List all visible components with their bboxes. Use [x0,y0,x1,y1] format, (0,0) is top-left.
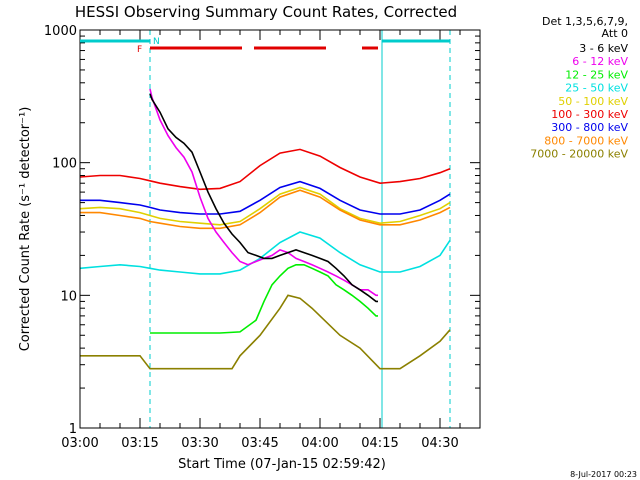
plot-area [79,30,451,428]
series-line-8 [80,294,451,370]
y-axis-label: Corrected Count Rate (s⁻¹ detector⁻¹) [18,107,33,352]
legend-entry: 50 - 100 keV [558,95,628,108]
x-tick-label: 04:30 [421,436,458,451]
x-tick-label: 04:15 [361,436,398,451]
legend-entry: 800 - 7000 keV [544,134,628,147]
series-line-1 [149,88,378,297]
night-label: N [153,37,160,47]
legend-header: Det 1,3,5,6,7,9, [542,15,628,28]
y-axis: 1 10 100 1000 [44,24,480,437]
x-tick-label: 03:15 [121,436,158,451]
x-tick-label: 03:30 [181,436,218,451]
series-line-3 [79,231,451,275]
y-tick-label: 1 [69,422,77,437]
series-line-5 [79,148,451,191]
legend-entry: 7000 - 20000 keV [530,148,628,161]
plot-frame [79,29,481,429]
y-tick-label: 100 [52,157,77,172]
x-tick-label: 04:00 [301,436,338,451]
series-line-2 [150,263,378,334]
chart-title: HESSI Observing Summary Count Rates, Cor… [75,3,457,21]
legend-entry: 6 - 12 keV [572,55,628,68]
y-tick-label: 10 [60,289,77,304]
legend-entry: 300 - 800 keV [551,121,628,134]
x-axis: 03:00 03:15 03:30 03:45 04:00 04:15 04:30 [61,30,481,451]
observing-flags: NF [80,37,450,55]
series-line-0 [149,93,378,303]
legend-entry: 3 - 6 keV [579,42,628,55]
y-tick-label: 1000 [44,24,77,39]
footer-date: 8-Jul-2017 00:23 [570,470,637,479]
legend-entry: 25 - 50 keV [565,82,628,95]
legend-entry: 12 - 25 keV [565,68,628,81]
series-line-6 [80,180,451,215]
series-line-4 [79,186,451,226]
series-line-7 [80,189,451,230]
x-axis-label: Start Time (07-Jan-15 02:59:42) [178,457,386,472]
legend-entry: 100 - 300 keV [551,108,628,121]
x-tick-label: 03:00 [61,436,98,451]
flare-label: F [137,45,142,55]
legend-header: Att 0 [602,27,628,40]
x-tick-label: 03:45 [241,436,278,451]
